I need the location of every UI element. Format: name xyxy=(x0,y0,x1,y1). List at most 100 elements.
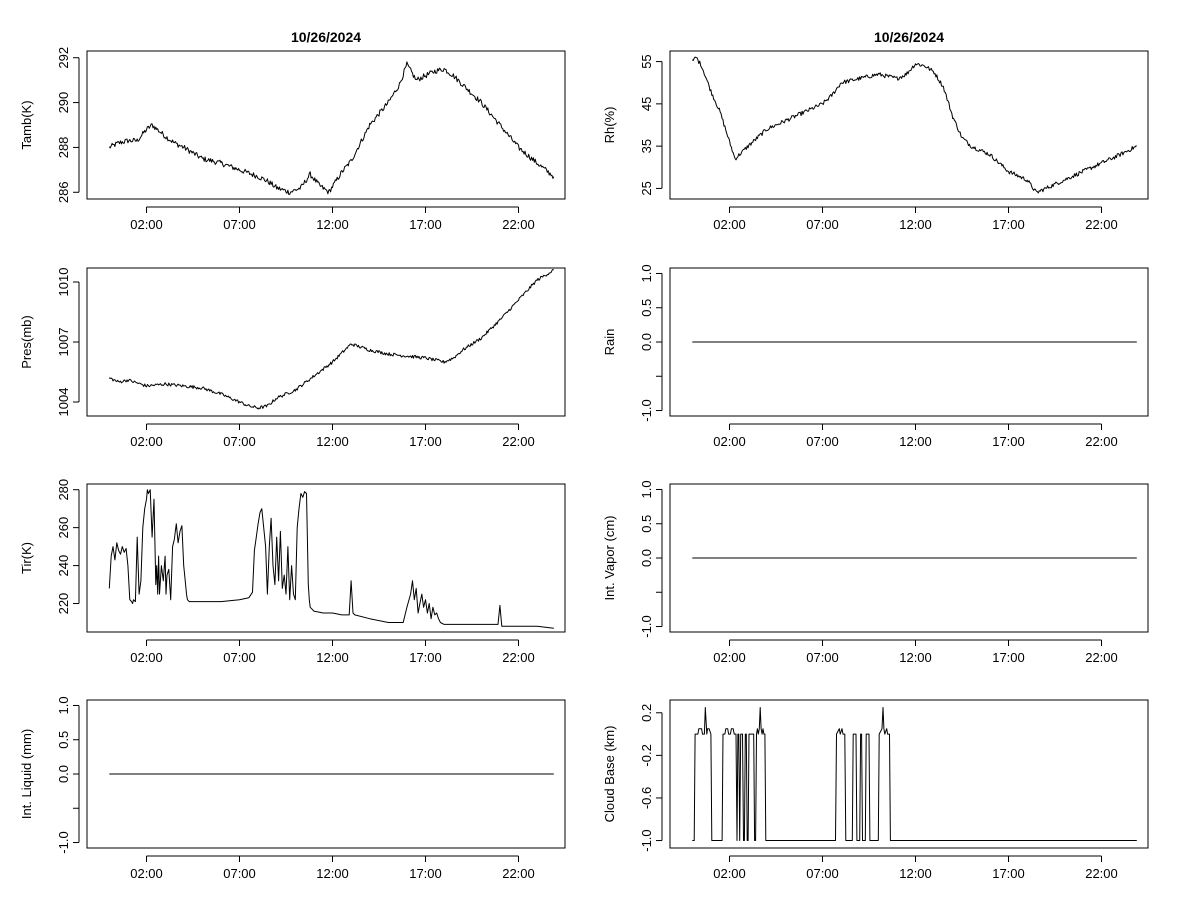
x-tick-label: 02:00 xyxy=(130,866,163,881)
y-tick-label: 292 xyxy=(56,47,71,69)
x-tick-label: 12:00 xyxy=(899,866,932,881)
x-tick-label: 07:00 xyxy=(223,434,256,449)
chart-panel-4: 02:00 07:00 12:00 17:00 22:00 -1.0 0.0 0.5 1.0 Ra… xyxy=(602,264,1149,449)
x-tick-label: 02:00 xyxy=(130,217,163,232)
chart-panel-7: 02:00 07:00 12:00 17:00 22:00 -1.0 0.0 0.5 1.0 In… xyxy=(19,696,566,881)
y-axis-label: Int. Liquid (mm) xyxy=(19,729,34,819)
x-tick-label: 22:00 xyxy=(1085,434,1118,449)
plot-frame xyxy=(669,699,1149,849)
x-tick-label: 07:00 xyxy=(223,866,256,881)
y-axis: 1004 1007 1010 xyxy=(56,268,80,417)
chart-panel-5: 02:00 07:00 12:00 17:00 22:00 220 240 260 280 Tir… xyxy=(19,479,566,665)
y-tick-label: 0.5 xyxy=(639,299,654,317)
x-axis: 02:00 07:00 12:00 17:00 22:00 xyxy=(130,206,535,232)
chart-title: 10/26/2024 xyxy=(291,29,361,45)
plot-frame xyxy=(669,50,1149,200)
y-tick-label: 55 xyxy=(639,54,654,68)
x-tick-label: 12:00 xyxy=(899,217,932,232)
y-tick-label: 1007 xyxy=(56,328,71,357)
y-axis-label: Pres(mb) xyxy=(19,315,34,368)
plot-frame xyxy=(86,699,566,849)
plot-frame xyxy=(86,483,566,633)
x-axis: 02:00 07:00 12:00 17:00 22:00 xyxy=(713,423,1118,449)
y-axis-label: Tamb(K) xyxy=(19,100,34,149)
y-tick-label: 260 xyxy=(56,517,71,539)
y-tick-label: -0.6 xyxy=(639,787,654,809)
y-axis-label: Rh(%) xyxy=(602,107,617,144)
x-tick-label: 12:00 xyxy=(316,217,349,232)
y-tick-label: 1.0 xyxy=(639,264,654,282)
series-line-pres xyxy=(108,269,555,410)
x-tick-label: 02:00 xyxy=(713,866,746,881)
y-tick-label: 0.0 xyxy=(56,765,71,783)
y-axis: 220 240 260 280 xyxy=(56,479,80,615)
y-axis-label: Tir(K) xyxy=(19,542,34,574)
x-tick-label: 12:00 xyxy=(316,650,349,665)
y-axis-label: Int. Vapor (cm) xyxy=(602,515,617,600)
y-tick-label: 35 xyxy=(639,139,654,153)
y-axis: 25 35 45 55 xyxy=(639,54,663,196)
x-tick-label: 17:00 xyxy=(992,866,1025,881)
y-tick-label: -1.0 xyxy=(639,829,654,851)
x-tick-label: 22:00 xyxy=(502,866,535,881)
x-tick-label: 22:00 xyxy=(502,217,535,232)
plot-frame xyxy=(86,50,566,200)
y-tick-label: 288 xyxy=(56,137,71,159)
x-tick-label: 07:00 xyxy=(223,217,256,232)
y-axis-label: Rain xyxy=(602,329,617,356)
y-axis: -1.0 0.0 0.5 1.0 xyxy=(639,264,663,422)
chart-title: 10/26/2024 xyxy=(874,29,944,45)
x-axis: 02:00 07:00 12:00 17:00 22:00 xyxy=(713,206,1118,232)
y-tick-label: 1010 xyxy=(56,268,71,297)
x-tick-label: 22:00 xyxy=(1085,866,1118,881)
x-tick-label: 12:00 xyxy=(899,434,932,449)
y-tick-label: 0.0 xyxy=(639,333,654,351)
series-line-cloud-base xyxy=(692,707,1137,841)
y-tick-label: 0.5 xyxy=(56,731,71,749)
x-tick-label: 17:00 xyxy=(409,866,442,881)
x-axis: 02:00 07:00 12:00 17:00 22:00 xyxy=(713,639,1118,665)
y-axis: 286 288 290 292 xyxy=(56,47,80,203)
x-axis: 02:00 07:00 12:00 17:00 22:00 xyxy=(130,639,535,665)
y-tick-label: 286 xyxy=(56,181,71,203)
x-tick-label: 22:00 xyxy=(1085,217,1118,232)
y-tick-label: -1.0 xyxy=(56,831,71,853)
y-tick-label: 0.2 xyxy=(639,704,654,722)
plot-frame xyxy=(669,483,1149,633)
x-tick-label: 12:00 xyxy=(899,650,932,665)
x-tick-label: 02:00 xyxy=(713,217,746,232)
x-tick-label: 02:00 xyxy=(130,650,163,665)
chart-panel-2: 10/26/2024 02:00 07:00 12:00 17:00 22:00 25 35 4… xyxy=(602,29,1149,232)
plot-frame xyxy=(86,267,566,417)
y-axis: -1.0 -0.6 -0.2 0.2 xyxy=(639,704,663,852)
x-axis: 02:00 07:00 12:00 17:00 22:00 xyxy=(713,855,1118,881)
y-tick-label: 0.0 xyxy=(639,549,654,567)
x-tick-label: 12:00 xyxy=(316,434,349,449)
series-line-rh xyxy=(691,56,1137,194)
y-tick-label: -0.2 xyxy=(639,744,654,766)
y-tick-label: -1.0 xyxy=(639,615,654,637)
y-tick-label: 0.5 xyxy=(639,515,654,533)
y-tick-label: 280 xyxy=(56,479,71,501)
x-tick-label: 02:00 xyxy=(713,434,746,449)
y-tick-label: 45 xyxy=(639,97,654,111)
y-tick-label: 1.0 xyxy=(639,480,654,498)
y-tick-label: 25 xyxy=(639,181,654,195)
x-tick-label: 22:00 xyxy=(502,650,535,665)
y-tick-label: 1.0 xyxy=(56,696,71,714)
y-tick-label: 220 xyxy=(56,593,71,615)
x-tick-label: 12:00 xyxy=(316,866,349,881)
x-tick-label: 22:00 xyxy=(1085,650,1118,665)
x-tick-label: 07:00 xyxy=(806,434,839,449)
y-axis-label: Cloud Base (km) xyxy=(602,726,617,823)
x-tick-label: 17:00 xyxy=(992,650,1025,665)
x-tick-label: 07:00 xyxy=(806,650,839,665)
x-tick-label: 17:00 xyxy=(409,650,442,665)
chart-panel-3: 02:00 07:00 12:00 17:00 22:00 1004 1007 1010 Pre… xyxy=(19,267,566,449)
x-tick-label: 07:00 xyxy=(223,650,256,665)
x-tick-label: 17:00 xyxy=(992,434,1025,449)
y-tick-label: 1004 xyxy=(56,388,71,417)
series-line-tamb xyxy=(108,61,555,195)
y-tick-label: 240 xyxy=(56,555,71,577)
